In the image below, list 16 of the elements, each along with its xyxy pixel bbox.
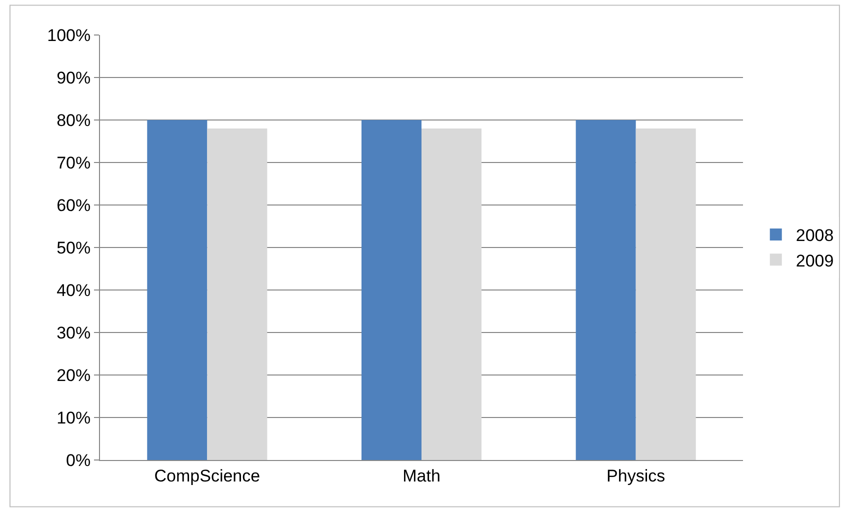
legend-label: 2009 (796, 251, 834, 270)
y-tick-label: 10% (56, 408, 91, 428)
y-tick-label: 30% (56, 323, 91, 342)
x-tick-label: Math (402, 466, 440, 486)
y-tick-label: 100% (47, 26, 91, 45)
x-tick-label: CompScience (154, 466, 260, 486)
x-tick-label: Physics (606, 466, 666, 486)
y-tick-label: 70% (56, 153, 91, 172)
y-tick-label: 0% (66, 450, 91, 470)
y-tick-label: 60% (56, 196, 91, 215)
y-tick-label: 80% (56, 110, 91, 130)
legend-label: 2008 (796, 226, 834, 246)
y-tick-label: 90% (56, 68, 91, 88)
y-tick-label: 40% (56, 280, 91, 300)
y-tick-label: 20% (56, 366, 91, 385)
y-tick-label: 50% (56, 238, 91, 258)
